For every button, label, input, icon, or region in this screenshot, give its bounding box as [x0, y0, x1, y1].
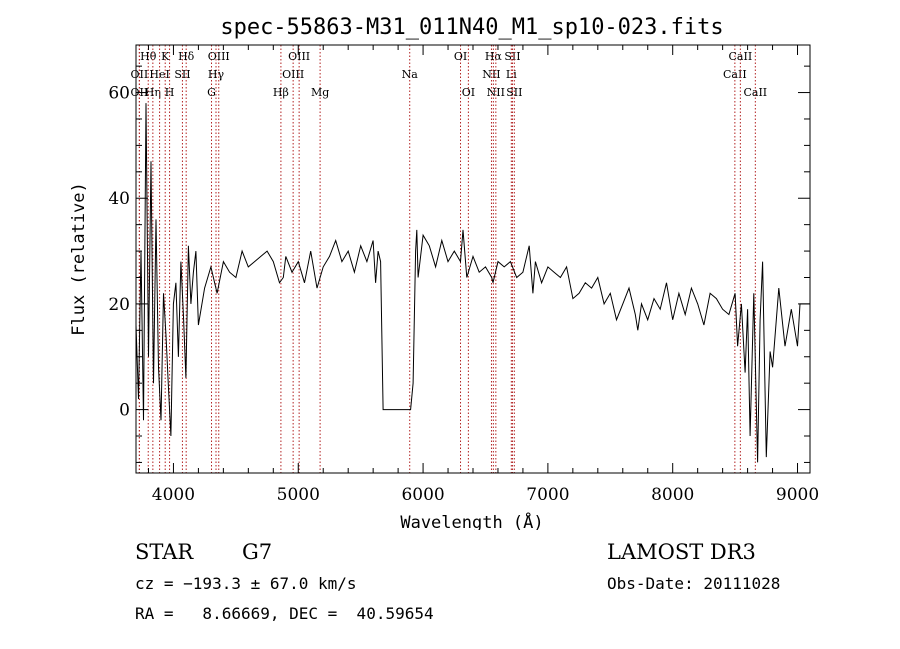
marker-label-19: NII: [482, 68, 500, 81]
marker-label-8: Hδ: [178, 50, 195, 63]
plot-frame: [135, 44, 811, 474]
coordinates-readout: RA = 8.66669, DEC = 40.59654: [135, 604, 434, 623]
spectrum-chart: spec-55863-M31_011N40_M1_sp10-023.fits O…: [69, 15, 819, 530]
marker-label-15: Mg: [311, 86, 329, 99]
observation-date: Obs-Date: 20111028: [607, 574, 781, 593]
marker-label-22: Li: [506, 68, 517, 81]
marker-label-3: Hη: [145, 86, 161, 99]
y-tick-label-1: 20: [108, 295, 130, 315]
marker-label-12: Hβ: [273, 86, 289, 99]
object-class: STAR: [135, 540, 194, 564]
emission-line-markers: OIIOIIHθHηHeIKHSIIHδGHγOIIIHβOIIIOIIIMgN…: [131, 45, 767, 473]
y-axis-label: Flux (relative): [69, 182, 89, 336]
marker-label-13: OIII: [282, 68, 304, 81]
y-tick-label-3: 60: [108, 84, 130, 104]
marker-label-17: OI: [454, 50, 467, 63]
y-tick-label-2: 40: [108, 189, 130, 209]
x-tick-label-1: 5000: [277, 485, 320, 505]
marker-label-16: Na: [402, 68, 419, 81]
x-tick-label-2: 6000: [401, 485, 444, 505]
x-tick-label-4: 8000: [651, 485, 694, 505]
redshift-readout: cz = −193.3 ± 67.0 km/s: [135, 574, 357, 593]
tick-labels: 4000 5000 6000 7000 8000 9000 0 20 40 60: [108, 84, 819, 505]
axis-ticks: [136, 45, 810, 473]
marker-label-5: K: [161, 50, 170, 63]
marker-label-27: CaII: [743, 86, 767, 99]
marker-label-21: NII: [487, 86, 505, 99]
x-tick-label-3: 7000: [526, 485, 569, 505]
marker-label-14: OIII: [288, 50, 310, 63]
marker-label-1: OII: [131, 68, 149, 81]
marker-label-10: Hγ: [208, 68, 225, 81]
marker-label-23: SII: [504, 50, 520, 63]
marker-label-18: OI: [462, 86, 475, 99]
marker-label-2: Hθ: [140, 50, 157, 63]
object-subclass: G7: [242, 540, 273, 564]
marker-label-6: H: [165, 86, 175, 99]
x-tick-label-5: 9000: [776, 485, 819, 505]
x-axis-label: Wavelength (Å): [400, 511, 543, 530]
series-flux: [135, 103, 810, 463]
marker-label-7: SII: [174, 68, 190, 81]
marker-label-9: G: [207, 86, 216, 99]
survey-name: LAMOST DR3: [607, 540, 756, 564]
y-tick-label-0: 0: [119, 401, 130, 421]
marker-label-26: CaII: [729, 50, 753, 63]
x-tick-label-0: 4000: [152, 485, 195, 505]
marker-label-24: SII: [506, 86, 522, 99]
marker-label-25: CaII: [723, 68, 747, 81]
marker-label-20: Hα: [485, 50, 503, 63]
marker-label-11: OIII: [208, 50, 230, 63]
marker-label-4: HeI: [149, 68, 169, 81]
series-layer: [135, 103, 810, 463]
chart-title: spec-55863-M31_011N40_M1_sp10-023.fits: [220, 15, 723, 40]
